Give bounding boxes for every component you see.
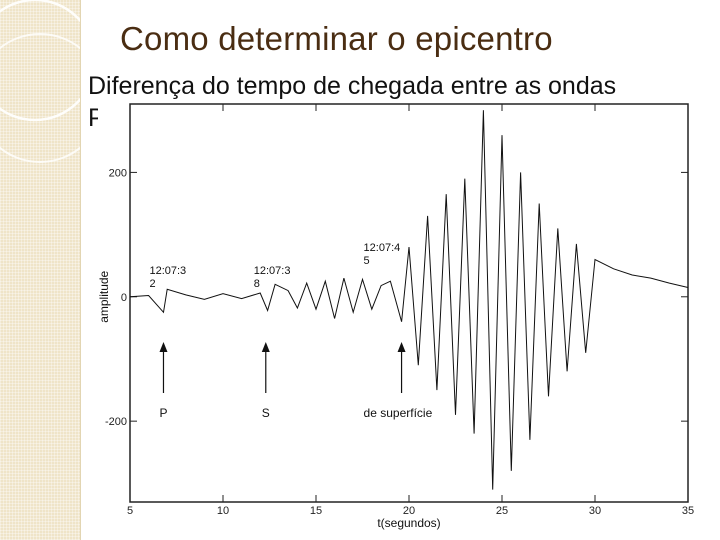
decorative-sidebar <box>0 0 81 540</box>
time-annotation-line1: 12:07:3 <box>149 265 186 277</box>
x-tick-label: 10 <box>217 505 229 517</box>
x-axis-label: t(segundos) <box>377 516 440 530</box>
arrival-arrowhead <box>261 342 270 352</box>
x-tick-label: 25 <box>496 505 508 517</box>
x-tick-label: 35 <box>682 505 694 517</box>
slide-subtitle-continuation: P <box>88 106 98 130</box>
y-tick-label: 0 <box>121 292 127 304</box>
y-tick-label: -200 <box>105 416 127 428</box>
plot-area <box>129 103 689 503</box>
time-annotation-line1: 12:07:4 <box>364 242 401 254</box>
slide-title: Como determinar o epicentro <box>120 20 553 57</box>
x-tick-label: 15 <box>310 505 322 517</box>
arrival-arrowhead <box>159 342 168 352</box>
decorative-circles <box>0 0 80 163</box>
y-axis-label: amplitude <box>97 270 111 322</box>
time-annotation-line2: 5 <box>364 255 370 267</box>
arrival-label: P <box>159 406 167 420</box>
arrival-label: S <box>262 406 270 420</box>
arrival-arrowhead <box>397 342 406 352</box>
x-tick-label: 5 <box>127 505 133 517</box>
slide-subtitle: Diferença do tempo de chegada entre as o… <box>88 72 617 100</box>
time-annotation-line2: 2 <box>149 278 155 290</box>
time-annotation-line2: 8 <box>254 278 260 290</box>
time-annotation-line1: 12:07:3 <box>254 265 291 277</box>
seismic-trace <box>129 110 689 490</box>
x-tick-label: 20 <box>403 505 415 517</box>
y-tick-label: 200 <box>109 167 127 179</box>
x-axis-ticks: 5 10 15 20 25 30 35 <box>127 104 694 517</box>
x-tick-label: 30 <box>589 505 601 517</box>
y-axis-ticks: 200 0 -200 <box>105 167 688 428</box>
arrival-label: de superfície <box>364 406 433 420</box>
